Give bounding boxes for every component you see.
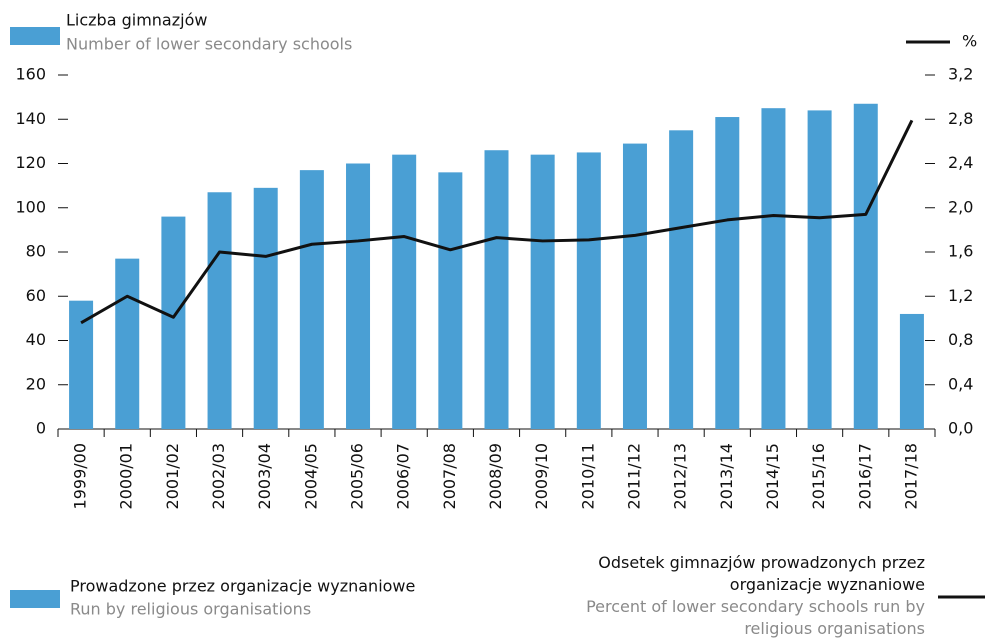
y-tick-label: 60 (26, 286, 46, 305)
x-tick-label: 1999/00 (71, 443, 90, 509)
y2-tick-label: 1,2 (948, 286, 973, 305)
x-tick-label: 2007/08 (440, 443, 459, 509)
y2-tick-label: 2,8 (948, 109, 973, 128)
x-tick-label: 2015/16 (809, 443, 828, 509)
legend-label: Prowadzone przez organizacje wyznaniowe (70, 577, 415, 596)
x-tick-label: 2004/05 (301, 443, 320, 509)
x-tick-label: 2001/02 (163, 443, 182, 509)
legend-label-en: Percent of lower secondary schools run b… (586, 597, 925, 638)
y2-tick-label: 0,4 (948, 374, 973, 393)
x-tick-label: 2012/13 (671, 443, 690, 509)
y-tick-label: 140 (15, 109, 46, 128)
x-tick-label: 2005/06 (348, 443, 367, 509)
y-tick-label: 160 (15, 65, 46, 84)
x-tick-label: 2017/18 (901, 443, 920, 509)
bar (669, 130, 694, 429)
x-tick-label: 2006/07 (394, 443, 413, 509)
bar (576, 152, 601, 429)
bar (69, 300, 94, 429)
legend-swatch (10, 27, 60, 45)
bar (207, 192, 232, 429)
bar (715, 117, 740, 429)
y2-tick-label: 1,6 (948, 242, 973, 261)
y-tick-label: 40 (26, 330, 46, 349)
legend-block: Odsetek gimnazjów prowadzonych przez org… (586, 553, 925, 638)
y2-tick-label: 2,4 (948, 153, 973, 172)
x-tick-label: 2000/01 (117, 443, 136, 509)
bar (761, 108, 786, 429)
y-tick-label: 0 (36, 419, 46, 438)
x-tick-label: 2013/14 (717, 443, 736, 509)
y2-tick-label: 3,2 (948, 65, 973, 84)
legend-label: Odsetek gimnazjów prowadzonych przez org… (598, 553, 925, 594)
x-tick-label: 2009/10 (532, 443, 551, 509)
y2-axis-label: % (962, 32, 977, 51)
bar (392, 154, 417, 429)
bar (899, 313, 924, 429)
y-axis-label-en: Number of lower secondary schools (66, 35, 352, 54)
bar (161, 216, 186, 429)
y2-tick-label: 0,0 (948, 419, 973, 438)
x-tick-label: 2002/03 (209, 443, 228, 509)
y-tick-label: 120 (15, 153, 46, 172)
bar (115, 258, 140, 429)
x-tick-label: 2011/12 (624, 443, 643, 509)
y-tick-label: 80 (26, 242, 46, 261)
bar (253, 187, 278, 429)
line (80, 119, 914, 325)
bar (622, 143, 647, 429)
x-tick-label: 2016/17 (855, 443, 874, 509)
y2-tick-label: 2,0 (948, 197, 973, 216)
bar (346, 163, 371, 429)
bar (484, 150, 509, 429)
x-tick-label: 2010/11 (578, 443, 597, 509)
x-tick-label: 2014/15 (763, 443, 782, 509)
x-tick-label: 2003/04 (255, 443, 274, 509)
y-axis-label: Liczba gimnazjów (66, 11, 207, 30)
bar (853, 103, 878, 429)
bar (807, 110, 832, 430)
legend-swatch (10, 590, 60, 608)
y-tick-label: 20 (26, 374, 46, 393)
legend-label-en: Run by religious organisations (70, 600, 311, 619)
y2-tick-label: 0,8 (948, 330, 973, 349)
bar (299, 170, 324, 429)
bar (530, 154, 555, 429)
bar (438, 172, 463, 429)
y-tick-label: 100 (15, 197, 46, 216)
x-tick-label: 2008/09 (486, 443, 505, 509)
